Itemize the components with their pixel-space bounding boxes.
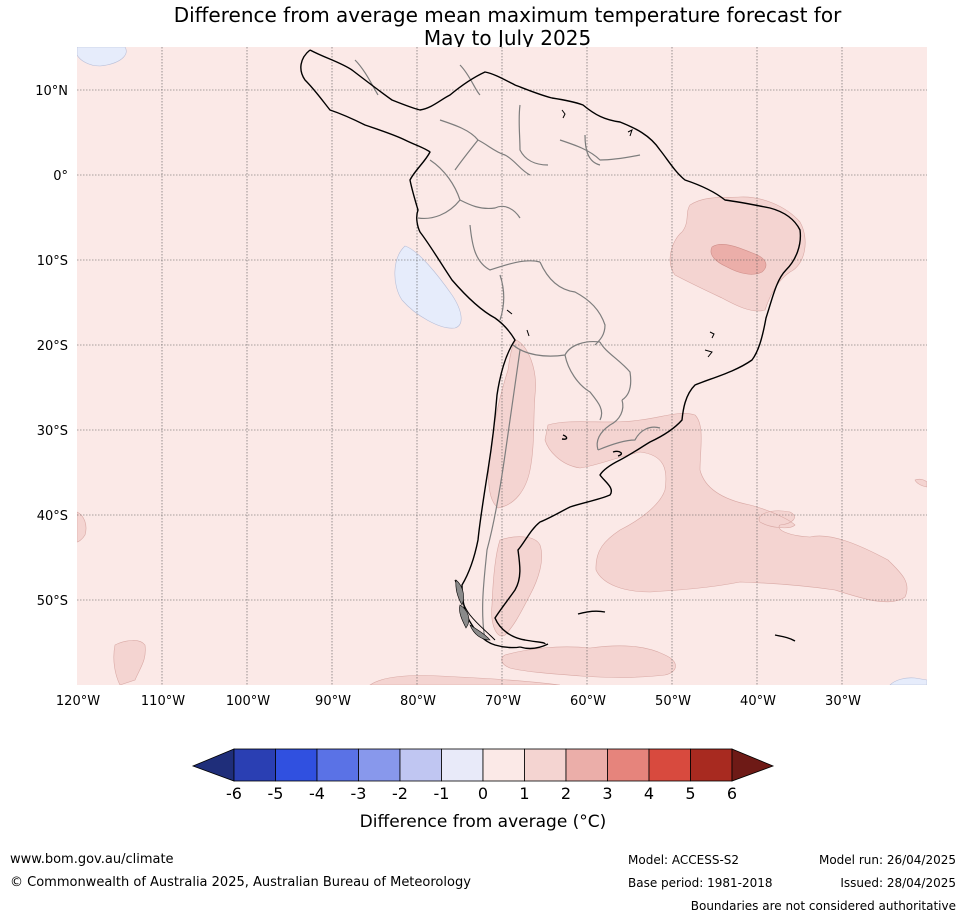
colorbar-segment bbox=[358, 748, 401, 782]
lon-label-70w: 70°W bbox=[485, 694, 521, 709]
cool-anomaly-peru-coast bbox=[394, 245, 462, 329]
disclaimer-text: Boundaries are not considered authoritat… bbox=[690, 899, 956, 913]
lon-label-110w: 110°W bbox=[141, 694, 185, 709]
lat-label-20s: 20°S bbox=[37, 339, 68, 354]
model-run-text: Model run: 26/04/2025 bbox=[818, 853, 956, 867]
warm-anomaly-andes bbox=[488, 339, 536, 509]
base-period-text: Base period: 1981-2018 bbox=[628, 876, 773, 890]
gridlines bbox=[77, 47, 927, 685]
colorbar-ticks: -6 -5 -4 -3 -2 -1 0 1 2 3 4 5 6 bbox=[226, 784, 737, 803]
model-text: Model: ACCESS-S2 bbox=[628, 853, 740, 867]
lon-label-60w: 60°W bbox=[570, 694, 606, 709]
lon-label-30w: 30°W bbox=[825, 694, 861, 709]
colorbar-tick: 3 bbox=[602, 784, 612, 803]
colorbar-tick: -4 bbox=[309, 784, 325, 803]
warm-anomaly-drake bbox=[501, 645, 676, 678]
cool-anomaly-southeast bbox=[889, 677, 927, 685]
warm-anomaly-west-edge bbox=[77, 511, 87, 543]
fjords bbox=[455, 579, 491, 641]
title-line-2: May to July 2025 bbox=[423, 26, 592, 50]
lat-label-30s: 30°S bbox=[37, 424, 68, 439]
colorbar-segment bbox=[316, 748, 359, 782]
colorbar-segment bbox=[441, 748, 484, 782]
colorbar-tick: 6 bbox=[727, 784, 737, 803]
colorbar bbox=[191, 748, 775, 782]
colorbar-tick: 0 bbox=[478, 784, 488, 803]
warm-anomaly-south-bottom bbox=[369, 675, 561, 685]
warm-anomaly-core bbox=[710, 243, 767, 275]
lon-label-90w: 90°W bbox=[315, 694, 351, 709]
colorbar-segment bbox=[399, 748, 442, 782]
colorbar-title: Difference from average (°C) bbox=[360, 812, 607, 832]
lon-label-50w: 50°W bbox=[655, 694, 691, 709]
country-borders bbox=[354, 59, 661, 641]
lat-label-40s: 40°S bbox=[37, 509, 68, 524]
title-line-1: Difference from average mean maximum tem… bbox=[173, 3, 842, 27]
website-link[interactable]: www.bom.gov.au/climate bbox=[10, 852, 174, 867]
colorbar-tick: -6 bbox=[226, 784, 242, 803]
colorbar-segment bbox=[275, 748, 318, 782]
colorbar-min-arrow bbox=[191, 748, 235, 782]
colorbar-tick: 1 bbox=[519, 784, 529, 803]
lakes bbox=[506, 109, 715, 358]
map-title: Difference from average mean maximum tem… bbox=[0, 4, 965, 50]
colorbar-segment bbox=[690, 748, 733, 782]
colorbar-segment bbox=[233, 748, 276, 782]
cool-anomaly-northwest bbox=[77, 47, 127, 67]
colorbar-segment bbox=[648, 748, 691, 782]
colorbar-tick: 5 bbox=[685, 784, 695, 803]
lon-label-80w: 80°W bbox=[400, 694, 436, 709]
warm-anomaly-southwest bbox=[113, 640, 146, 685]
lat-label-0: 0° bbox=[53, 169, 68, 184]
colorbar-tick: 2 bbox=[561, 784, 571, 803]
colorbar-tick: -3 bbox=[351, 784, 367, 803]
colorbar-tick: -1 bbox=[434, 784, 450, 803]
colorbar-segment bbox=[524, 748, 567, 782]
lon-label-120w: 120°W bbox=[56, 694, 100, 709]
colorbar-max-arrow bbox=[731, 748, 775, 782]
colorbar-tick: -5 bbox=[268, 784, 284, 803]
warm-anomaly-southern-atlantic bbox=[544, 413, 908, 603]
lat-label-10n: 10°N bbox=[35, 84, 68, 99]
copyright-text: © Commonwealth of Australia 2025, Austra… bbox=[10, 875, 471, 890]
colorbar-tick: -2 bbox=[392, 784, 408, 803]
colorbar-segment bbox=[565, 748, 608, 782]
colorbar-segment bbox=[482, 748, 525, 782]
lat-label-10s: 10°S bbox=[37, 254, 68, 269]
colorbar-tick: 4 bbox=[644, 784, 654, 803]
issued-text: Issued: 28/04/2025 bbox=[840, 876, 956, 890]
colorbar-segment bbox=[607, 748, 650, 782]
warm-anomaly-east-edge bbox=[914, 478, 927, 488]
lon-label-100w: 100°W bbox=[226, 694, 270, 709]
lat-label-50s: 50°S bbox=[37, 594, 68, 609]
lon-label-40w: 40°W bbox=[740, 694, 776, 709]
